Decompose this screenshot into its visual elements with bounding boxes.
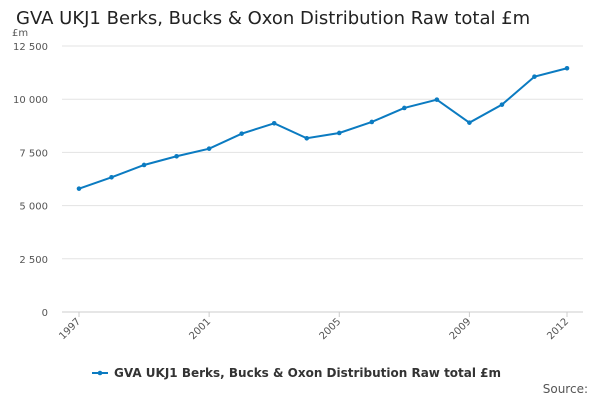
x-tick-label: 2012 xyxy=(545,316,571,342)
data-point xyxy=(76,186,82,191)
data-point xyxy=(499,102,505,107)
data-point xyxy=(532,74,537,79)
x-tick-label: 1997 xyxy=(57,316,83,342)
data-point xyxy=(369,119,375,125)
data-point xyxy=(402,105,407,111)
data-point xyxy=(564,65,570,71)
y-tick-label: 5 000 xyxy=(19,202,48,213)
data-point xyxy=(304,135,310,141)
x-tick-label: 2001 xyxy=(187,316,213,342)
y-tick-label: 7 500 xyxy=(19,148,48,159)
series-line xyxy=(78,67,568,190)
y-tick-label: 12 500 xyxy=(13,42,48,53)
data-point xyxy=(336,130,342,136)
data-point xyxy=(141,162,147,168)
y-axis-label: £m xyxy=(12,28,28,39)
data-point xyxy=(239,131,244,136)
y-tick-label: 2 500 xyxy=(19,255,48,266)
data-point xyxy=(467,120,472,125)
x-tick-label: 2009 xyxy=(448,316,474,342)
data-point xyxy=(109,174,114,180)
data-point xyxy=(206,146,212,151)
x-tick-label: 2005 xyxy=(318,316,344,342)
legend-marker xyxy=(97,370,103,376)
chart-title: GVA UKJ1 Berks, Bucks & Oxon Distributio… xyxy=(16,8,531,29)
data-point xyxy=(434,97,440,102)
data-point xyxy=(271,120,277,126)
legend-label: GVA UKJ1 Berks, Bucks & Oxon Distributio… xyxy=(114,366,501,380)
source-label: Source: xyxy=(542,382,588,396)
y-tick-label: 10 000 xyxy=(13,95,48,106)
data-point xyxy=(174,153,179,159)
y-tick-label: 0 xyxy=(42,308,48,319)
